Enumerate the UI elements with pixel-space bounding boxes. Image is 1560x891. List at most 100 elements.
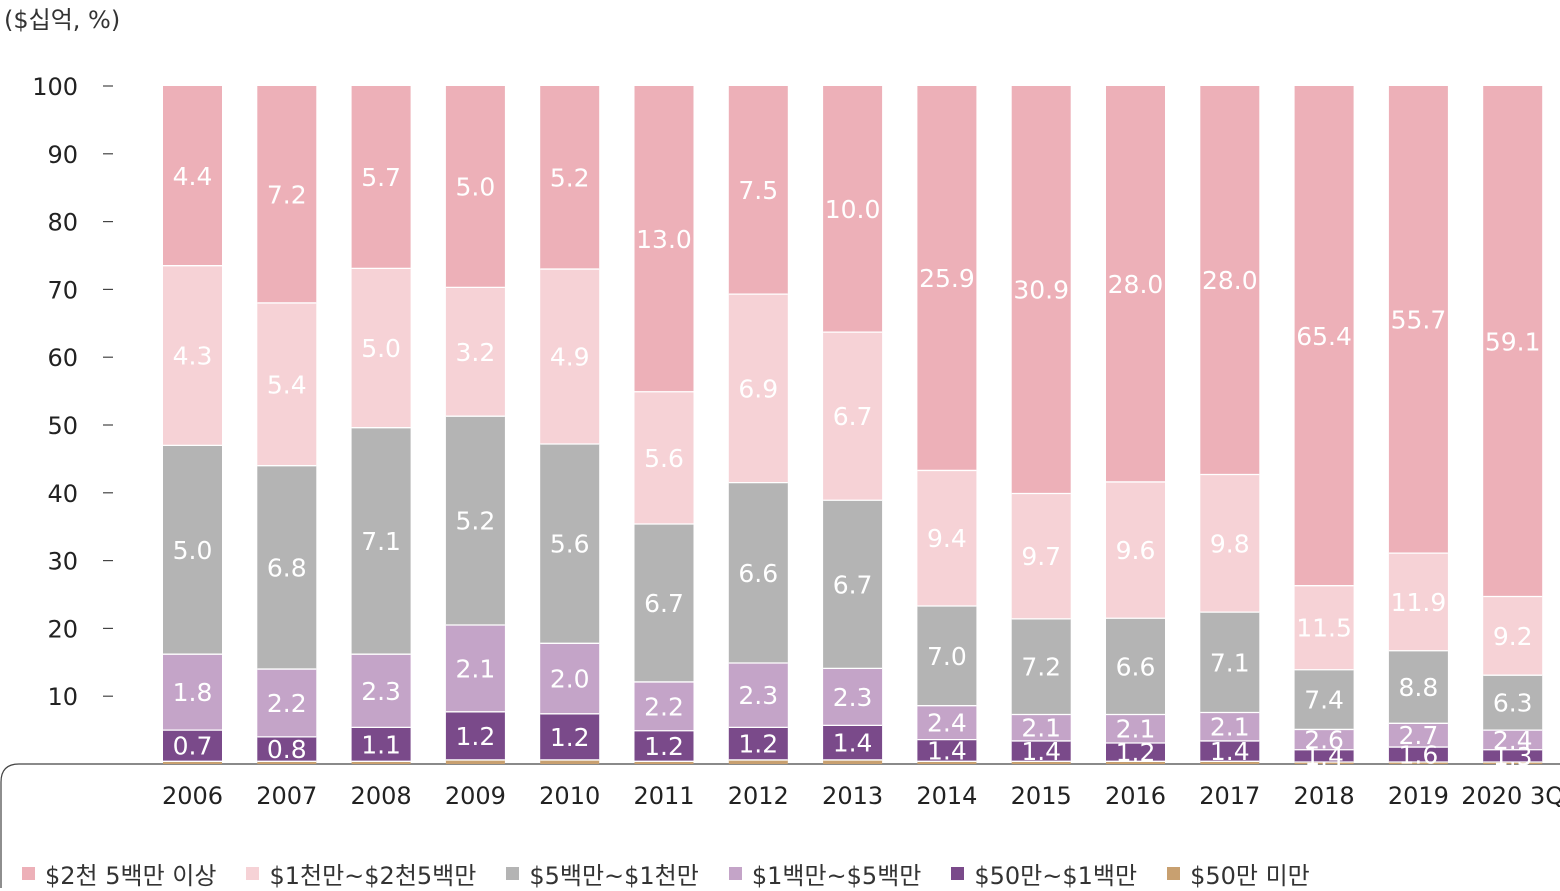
bar-segment [1388,86,1448,554]
data-label: 13.0 [636,225,692,254]
bar-segment [823,668,883,726]
legend-label: $50만 미만 [1190,862,1310,890]
data-label: 5.0 [173,536,213,565]
bar-segment [1483,596,1543,676]
bar-segment [1011,761,1071,764]
y-tick-label: 50 [47,412,78,440]
data-label: 6.7 [833,570,873,599]
data-label: 10.0 [825,195,881,224]
x-tick-label: 2014 [916,782,977,810]
data-label: 6.3 [1493,689,1533,718]
y-tick-label: 100 [32,73,78,101]
bar-segment [540,643,600,714]
data-label: 2.3 [738,681,778,710]
data-label: 2.6 [1304,726,1344,755]
bar-segment [540,759,600,764]
bar-segment [540,443,600,644]
x-tick-label: 2017 [1199,782,1260,810]
bar-segment [445,625,505,712]
bar-segment [1294,585,1354,670]
legend-swatch [1167,867,1181,880]
legend-swatch [728,867,742,880]
legend-swatch [506,867,520,880]
bar-segment [634,86,694,392]
bar-segment [445,416,505,626]
bar-segment [1011,714,1071,741]
bar-segment [1200,740,1260,762]
bar-segment [351,427,411,655]
data-label: 7.2 [267,180,307,209]
x-axis: 2006 2007 2008 2009 2010 2011 2012 2013 2014 2015… [162,782,1560,810]
data-label: 1.2 [644,732,684,761]
x-tick-label: 2018 [1294,782,1355,810]
bar-segment [917,470,977,607]
data-label: 6.8 [267,553,307,582]
data-label: 1.2 [738,730,778,759]
bar-segment [1200,474,1260,613]
bar-segment [728,86,788,295]
bar-segment [1388,553,1448,651]
bar-segment [1106,761,1165,764]
legend: $2천 5백만 이상 $1천만~$2천5백만 $5백만~$1천만 $1백만~$5… [22,856,1340,891]
bar-segment [257,761,317,764]
data-label: 5.2 [550,164,590,193]
frame-border [0,763,1560,888]
data-label: 3.2 [456,338,496,367]
data-label: 28.0 [1202,266,1258,295]
bar-segment [1200,761,1260,764]
x-tick-label: 2010 [539,782,600,810]
y-axis: 10 20 30 40 50 60 70 80 90 100 [32,73,113,711]
data-label: 2.4 [927,709,967,738]
data-label: 6.6 [738,559,778,588]
data-label: 5.6 [644,444,684,473]
bar-segment [1294,86,1354,586]
bar-segment [634,391,694,524]
bar-segment [445,711,505,760]
bar-segment [1011,740,1071,762]
legend-swatch [246,867,260,880]
bar-segment [1483,749,1543,762]
data-label: 2.2 [644,692,684,721]
y-tick-label: 70 [47,276,78,304]
x-tick-label: 2006 [162,782,223,810]
bar-segment [1483,761,1543,764]
data-label: 4.9 [550,343,590,372]
bar-segment [351,268,411,428]
bar-segment [823,86,883,333]
data-label: 0.7 [173,732,213,761]
bar-segment [351,761,411,764]
bar-segment [540,269,600,444]
bar-segment [163,86,222,266]
legend-item: $1백만~$5백만 [728,856,921,891]
data-label: 2.4 [1493,726,1533,755]
data-label: 1.2 [456,722,496,751]
x-tick-label: 2007 [256,782,317,810]
data-label: 65.4 [1296,322,1352,351]
legend-item: $50만~$1백만 [951,856,1137,891]
data-label: 2.1 [1210,713,1250,742]
bar-segment [351,654,411,728]
data-label: 6.7 [833,402,873,431]
bar-segment [1106,714,1165,743]
bar-segment [1200,86,1260,475]
data-label: 2.1 [1021,714,1061,743]
bar-segment [163,761,222,764]
data-label: 6.7 [644,589,684,618]
data-label: 11.5 [1296,614,1352,643]
x-tick-label: 2008 [351,782,412,810]
bar-segment [823,500,883,669]
bar-segment [1388,723,1448,748]
bar-segment [163,265,222,446]
bar-segment [540,86,600,270]
data-label: 9.8 [1210,529,1250,558]
legend-label: $2천 5백만 이상 [45,862,217,890]
data-label: 5.6 [550,530,590,559]
y-tick-label: 90 [47,141,78,169]
legend-item: $50만 미만 [1167,856,1310,891]
bar-segment [445,759,505,764]
data-label: 2.3 [361,677,401,706]
bar-segment [163,445,222,655]
legend-label: $1천만~$2천5백만 [269,862,477,890]
x-tick-label: 2009 [445,782,506,810]
